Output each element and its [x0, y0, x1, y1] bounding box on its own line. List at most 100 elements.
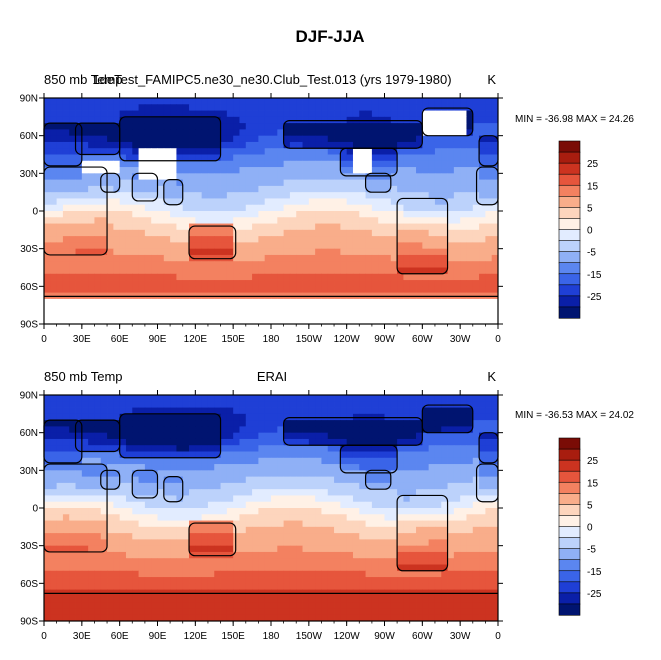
heatmap-cell	[189, 123, 196, 130]
heatmap-cell	[233, 98, 240, 105]
heatmap-cell	[409, 317, 417, 325]
heatmap-cell	[283, 110, 291, 118]
heatmap-cell	[44, 539, 51, 547]
heatmap-cell	[233, 204, 240, 212]
heatmap-cell	[422, 198, 430, 206]
heatmap-cell	[365, 185, 373, 193]
heatmap-cell	[334, 236, 341, 243]
heatmap-cell	[252, 401, 259, 408]
heatmap-cell	[441, 457, 448, 465]
heatmap-cell	[151, 401, 158, 408]
heatmap-cell	[365, 141, 373, 149]
heatmap-cell	[472, 432, 480, 440]
heatmap-cell	[125, 123, 133, 130]
heatmap-cell	[214, 508, 221, 515]
heatmap-cell	[125, 577, 133, 584]
heatmap-cell	[296, 520, 303, 528]
heatmap-cell	[94, 273, 102, 281]
heatmap-cell	[447, 445, 455, 452]
heatmap-cell	[94, 407, 102, 415]
heatmap-cell	[107, 311, 114, 319]
heatmap-cell	[371, 217, 379, 224]
heatmap-cell	[365, 489, 373, 496]
heatmap-cell	[132, 110, 139, 118]
heatmap-cell	[447, 261, 455, 268]
heatmap-cell	[485, 470, 493, 478]
heatmap-cell	[416, 236, 423, 243]
heatmap-cell	[207, 526, 215, 534]
heatmap-cell	[44, 129, 51, 137]
heatmap-cell	[485, 204, 493, 212]
heatmap-cell	[252, 464, 259, 471]
heatmap-cell	[428, 438, 436, 446]
heatmap-cell	[327, 141, 335, 149]
heatmap-cell	[491, 457, 499, 465]
heatmap-cell	[113, 305, 121, 312]
heatmap-cell	[233, 141, 240, 149]
heatmap-cell	[62, 204, 70, 212]
heatmap-cell	[119, 470, 127, 478]
heatmap-cell	[428, 451, 436, 459]
heatmap-cell	[378, 489, 385, 496]
heatmap-cell	[119, 445, 127, 452]
heatmap-cell	[491, 470, 499, 478]
heatmap-cell	[334, 395, 341, 402]
heatmap-cell	[62, 558, 70, 565]
heatmap-cell	[434, 508, 442, 515]
heatmap-cell	[434, 564, 442, 572]
heatmap-cell	[321, 173, 329, 181]
heatmap-cell	[189, 420, 196, 427]
heatmap-cell	[81, 545, 89, 553]
heatmap-cell	[346, 470, 354, 478]
heatmap-cell	[302, 173, 310, 181]
heatmap-cell	[397, 223, 404, 231]
heatmap-cell	[220, 501, 228, 509]
heatmap-cell	[195, 489, 203, 496]
heatmap-cell	[346, 445, 354, 452]
heatmap-cell	[403, 317, 411, 325]
heatmap-cell	[50, 526, 58, 534]
heatmap-cell	[327, 204, 335, 212]
heatmap-cell	[264, 317, 272, 325]
heatmap-cell	[163, 248, 171, 256]
heatmap-cell	[157, 229, 165, 237]
heatmap-cell	[119, 564, 127, 572]
heatmap-cell	[81, 116, 89, 124]
heatmap-cell	[100, 280, 108, 287]
heatmap-cell	[113, 192, 121, 199]
panel-center-label: 1deTest_FAMIPC5.ne30_ne30.Club_Test.013 …	[92, 72, 451, 87]
heatmap-cell	[125, 280, 133, 287]
heatmap-cell	[327, 261, 335, 268]
heatmap-cell	[271, 395, 278, 402]
heatmap-cell	[125, 148, 133, 155]
heatmap-cell	[453, 311, 461, 319]
heatmap-cell	[189, 286, 196, 294]
heatmap-cell	[201, 482, 209, 490]
heatmap-cell	[119, 123, 127, 130]
heatmap-cell	[138, 420, 146, 427]
heatmap-cell	[132, 501, 139, 509]
heatmap-cell	[460, 198, 467, 206]
heatmap-cell	[195, 204, 203, 212]
heatmap-cell	[416, 154, 423, 162]
heatmap-cell	[271, 280, 278, 287]
heatmap-cell	[94, 98, 102, 105]
heatmap-cell	[397, 464, 404, 471]
colorbar-swatch	[558, 162, 581, 175]
heatmap-cell	[472, 407, 480, 415]
heatmap-cell	[422, 123, 430, 130]
heatmap-cell	[157, 311, 165, 319]
heatmap-cell	[182, 457, 190, 465]
heatmap-cell	[62, 248, 70, 256]
heatmap-cell	[170, 432, 177, 440]
heatmap-cell	[315, 539, 322, 547]
heatmap-cell	[365, 558, 373, 565]
heatmap-cell	[201, 508, 209, 515]
heatmap-cell	[327, 173, 335, 181]
heatmap-cell	[195, 407, 203, 415]
heatmap-cell	[359, 495, 366, 503]
heatmap-cell	[334, 248, 341, 256]
heatmap-cell	[359, 179, 366, 187]
heatmap-cell	[170, 204, 177, 212]
heatmap-cell	[277, 185, 285, 193]
